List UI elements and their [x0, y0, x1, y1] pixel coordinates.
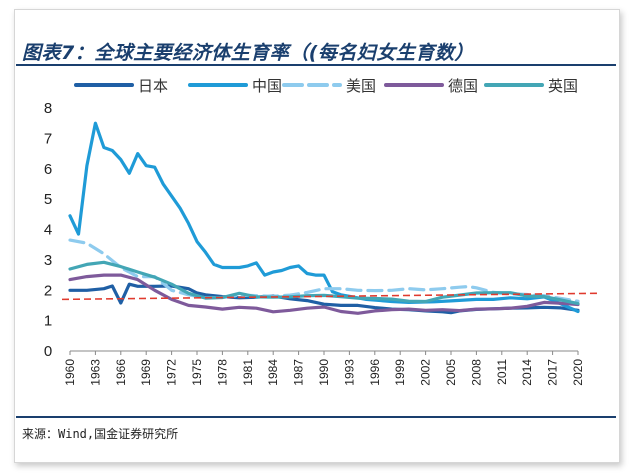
y-tick-label: 5: [44, 191, 52, 208]
x-tick-label: 1993: [342, 359, 356, 386]
source-divider: [16, 416, 616, 418]
x-tick-label: 1960: [63, 359, 77, 386]
y-tick-label: 6: [44, 161, 52, 178]
x-tick-label: 1984: [266, 359, 280, 386]
legend-label-3: 美国: [346, 77, 376, 95]
series-line-5: [68, 260, 580, 306]
legend-label-5: 英国: [548, 77, 578, 95]
x-tick-label: 1981: [241, 359, 255, 386]
legend-label-4: 德国: [448, 77, 478, 95]
x-tick-label: 1987: [292, 359, 306, 386]
x-tick-label: 1990: [317, 359, 331, 386]
x-tick-label: 1975: [190, 359, 204, 386]
title-divider: [16, 64, 616, 66]
x-tick-label: 2002: [419, 359, 433, 386]
y-tick-label: 4: [44, 222, 52, 239]
x-tick-label: 2020: [571, 359, 585, 386]
chart-series: [61, 121, 599, 315]
y-tick-label: 8: [44, 100, 52, 117]
y-tick-label: 1: [44, 313, 52, 330]
line-chart: 日本 中国 美国 德国 英国 0 1 2 3 4 5 6 7 8 1960 1963 1966 1969 1972…: [44, 77, 599, 386]
series-line-4: [68, 273, 580, 315]
replacement-reference-line: [61, 292, 599, 301]
x-tick-label: 1966: [114, 359, 128, 386]
x-tick-label: 1963: [88, 359, 102, 386]
series-line-2: [68, 121, 580, 314]
x-tick-label: 2005: [444, 359, 458, 386]
x-tick-label: 2014: [520, 359, 534, 386]
x-tick-label: 1999: [393, 359, 407, 386]
source-note: 来源：Wind,国金证券研究所: [22, 427, 179, 441]
x-tick-label: 1996: [368, 359, 382, 386]
x-tick-label: 1972: [165, 359, 179, 386]
x-tick-label: 2011: [495, 359, 509, 385]
legend-label-1: 日本: [138, 77, 168, 95]
y-tick-label: 2: [44, 282, 52, 299]
chart-axes: 0 1 2 3 4 5 6 7 8 1960 1963 1966 1969 1972 1975 1978 198…: [44, 100, 585, 386]
x-tick-label: 2017: [546, 359, 560, 386]
chart-title: 图表7：全球主要经济体生育率（(每名妇女生育数）: [22, 42, 474, 64]
x-tick-label: 1978: [215, 359, 229, 386]
legend-label-2: 中国: [252, 77, 282, 95]
chart-legend: 日本 中国 美国 德国 英国: [74, 77, 578, 95]
x-tick-label: 1969: [139, 359, 153, 386]
y-tick-label: 7: [44, 130, 52, 147]
x-tick-label: 2008: [469, 359, 483, 386]
y-tick-label: 0: [44, 343, 52, 360]
y-tick-label: 3: [44, 252, 52, 269]
